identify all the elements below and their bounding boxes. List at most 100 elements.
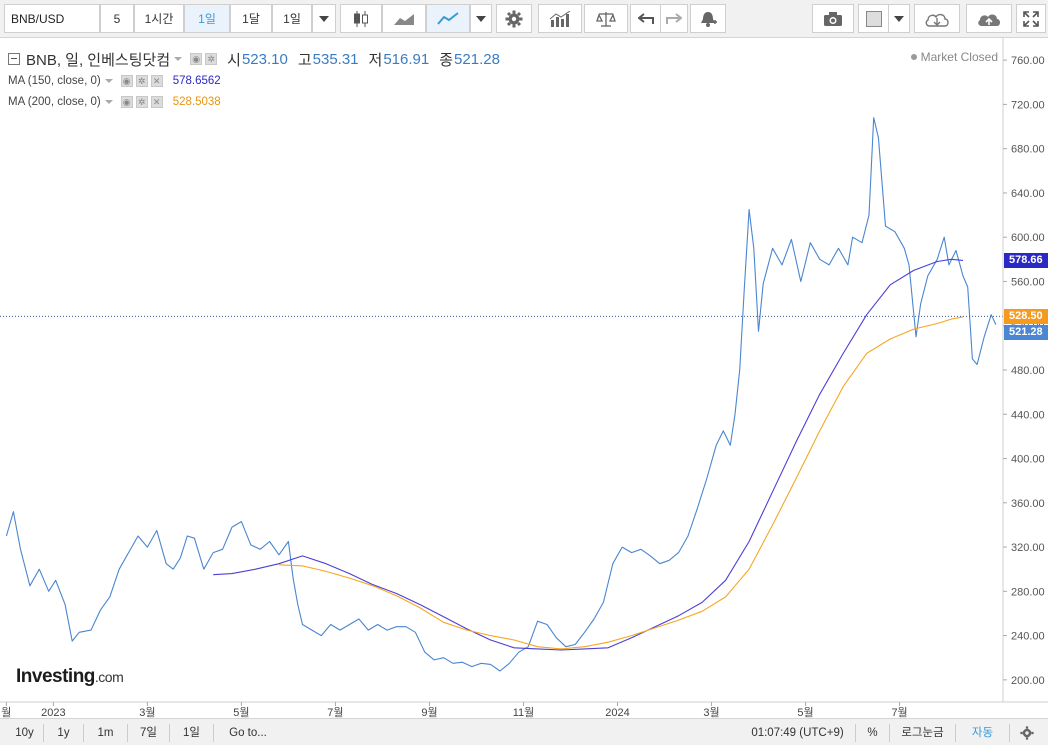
price-chart[interactable]: 200.00 240.00 280.00 320.00 360.00 400.00 440.…: [0, 38, 1048, 718]
area-chart-button[interactable]: [382, 4, 426, 33]
logo-text: Investing: [16, 666, 95, 687]
x-tick-label: 7월: [891, 706, 907, 718]
logo-suffix: .com: [94, 669, 124, 685]
y-tick-label: 760.00: [1011, 55, 1045, 67]
settings-button[interactable]: [496, 4, 532, 33]
screenshot-button[interactable]: [812, 4, 854, 33]
indicators-icon: [549, 10, 571, 27]
x-tick-label: 11월: [513, 706, 535, 718]
ma200-line: [278, 316, 964, 650]
range-7d-button[interactable]: 7일: [128, 724, 170, 742]
chevron-down-icon: [476, 15, 486, 22]
interval-1mo-label: 1달: [242, 12, 260, 26]
close-label: 종: [439, 51, 454, 69]
gear-icon[interactable]: ✲: [135, 95, 148, 108]
x-tick-label: 5월: [233, 706, 249, 718]
ma200-label: MA (200, close, 0): [8, 95, 101, 108]
chart-settings-button[interactable]: [1014, 724, 1040, 742]
close-icon[interactable]: ✕: [150, 95, 163, 108]
market-status: Market Closed: [910, 50, 998, 64]
ma150-price-tag: 578.66: [1004, 253, 1048, 269]
y-tick-label: 320.00: [1011, 542, 1045, 554]
close-price-tag: 521.28: [1004, 324, 1048, 340]
candles-button[interactable]: [340, 4, 382, 33]
y-tick-label: 360.00: [1011, 498, 1045, 510]
color-dropdown-button[interactable]: [888, 4, 910, 33]
server-time: 01:07:49 (UTC+9): [740, 724, 856, 742]
chevron-down-icon[interactable]: [104, 78, 113, 83]
symbol-input[interactable]: [4, 4, 100, 33]
goto-date-button[interactable]: Go to...: [229, 727, 267, 739]
interval-1h-button[interactable]: 1시간: [134, 4, 184, 33]
y-tick-label: 680.00: [1011, 144, 1045, 156]
y-tick-label: 480.00: [1011, 365, 1045, 377]
fullscreen-button[interactable]: [1016, 4, 1046, 33]
chevron-down-icon: [894, 15, 904, 22]
chart-area[interactable]: 200.00 240.00 280.00 320.00 360.00 400.00 440.…: [0, 38, 1048, 718]
range-1m-button[interactable]: 1m: [84, 724, 128, 742]
x-tick-label: 2023: [41, 707, 65, 718]
scale-icon: [596, 11, 616, 27]
investing-logo: Investing.com: [16, 666, 124, 688]
alert-button[interactable]: [690, 4, 726, 33]
eye-icon[interactable]: ◉: [120, 74, 133, 87]
chevron-down-icon[interactable]: [174, 57, 183, 61]
eye-icon[interactable]: ◉: [120, 95, 133, 108]
auto-scale-button[interactable]: 자동: [956, 724, 1010, 742]
legend-main-row: BNB, 일, 인베스팅닷컴 ◉ ✲ 시 523.10 고 535.31 저 516.…: [8, 48, 510, 70]
range-1y-button[interactable]: 1y: [44, 724, 84, 742]
indicators-button[interactable]: [538, 4, 582, 33]
close-icon[interactable]: ✕: [150, 74, 163, 87]
ma200-price-tag: 528.50: [1004, 308, 1048, 324]
y-tick-label: 440.00: [1011, 409, 1045, 421]
bell-plus-icon: [701, 11, 717, 27]
range-1d-button[interactable]: 1일: [170, 724, 214, 742]
log-scale-button[interactable]: 로그눈금: [890, 724, 956, 742]
line-chart-icon: [437, 11, 459, 25]
camera-icon: [824, 11, 842, 26]
interval-5-label: 5: [113, 11, 121, 26]
redo-button[interactable]: [660, 4, 688, 33]
gear-icon[interactable]: ✲: [205, 53, 218, 65]
interval-1mo-button[interactable]: 1달: [230, 4, 272, 33]
undo-button[interactable]: [630, 4, 660, 33]
y-tick-label: 280.00: [1011, 586, 1045, 598]
interval-1d-button[interactable]: 1일: [184, 4, 230, 33]
area-chart-icon: [394, 13, 414, 25]
top-toolbar: 5 1시간 1일 1달 1일: [0, 0, 1048, 38]
chevron-down-icon: [319, 15, 329, 22]
x-tick-label: 5월: [797, 706, 813, 718]
interval-1d-label: 1일: [198, 12, 216, 26]
chart-legend: BNB, 일, 인베스팅닷컴 ◉ ✲ 시 523.10 고 535.31 저 516.…: [8, 48, 510, 112]
market-status-text: Market Closed: [920, 50, 998, 64]
color-picker-button[interactable]: [858, 4, 888, 33]
line-chart-button[interactable]: [426, 4, 470, 33]
cloud-upload-icon: [978, 14, 1000, 26]
interval-5-button[interactable]: 5: [100, 4, 134, 33]
percent-scale-button[interactable]: %: [856, 724, 890, 742]
collapse-legend-icon[interactable]: [8, 53, 20, 65]
redo-icon: [666, 12, 682, 24]
legend-ma200-row: MA (200, close, 0) ◉ ✲ ✕ 528.5038: [8, 91, 510, 112]
ma200-value: 528.5038: [172, 95, 221, 108]
save-chart-button[interactable]: [966, 4, 1012, 33]
chevron-down-icon[interactable]: [104, 99, 113, 104]
interval-dropdown-button[interactable]: [312, 4, 336, 33]
close-value: 521.28: [454, 50, 500, 68]
y-tick-label: 640.00: [1011, 188, 1045, 200]
compare-button[interactable]: [584, 4, 628, 33]
y-tick-label: 400.00: [1011, 454, 1045, 466]
range-10y-button[interactable]: 10y: [6, 724, 44, 742]
chart-type-dropdown-button[interactable]: [470, 4, 492, 33]
legend-title: BNB, 일, 인베스팅닷컴: [26, 51, 171, 69]
y-tick-label: 560.00: [1011, 276, 1045, 288]
legend-ma150-row: MA (150, close, 0) ◉ ✲ ✕ 578.6562: [8, 70, 510, 91]
gear-icon[interactable]: ✲: [135, 74, 148, 87]
interval-1d-alt-button[interactable]: 1일: [272, 4, 312, 33]
load-chart-button[interactable]: [914, 4, 960, 33]
interval-1h-label: 1시간: [144, 12, 174, 26]
low-label: 저: [368, 51, 383, 69]
eye-icon[interactable]: ◉: [190, 53, 203, 65]
x-tick-label: 9월: [421, 706, 437, 718]
gear-icon: [505, 10, 523, 27]
